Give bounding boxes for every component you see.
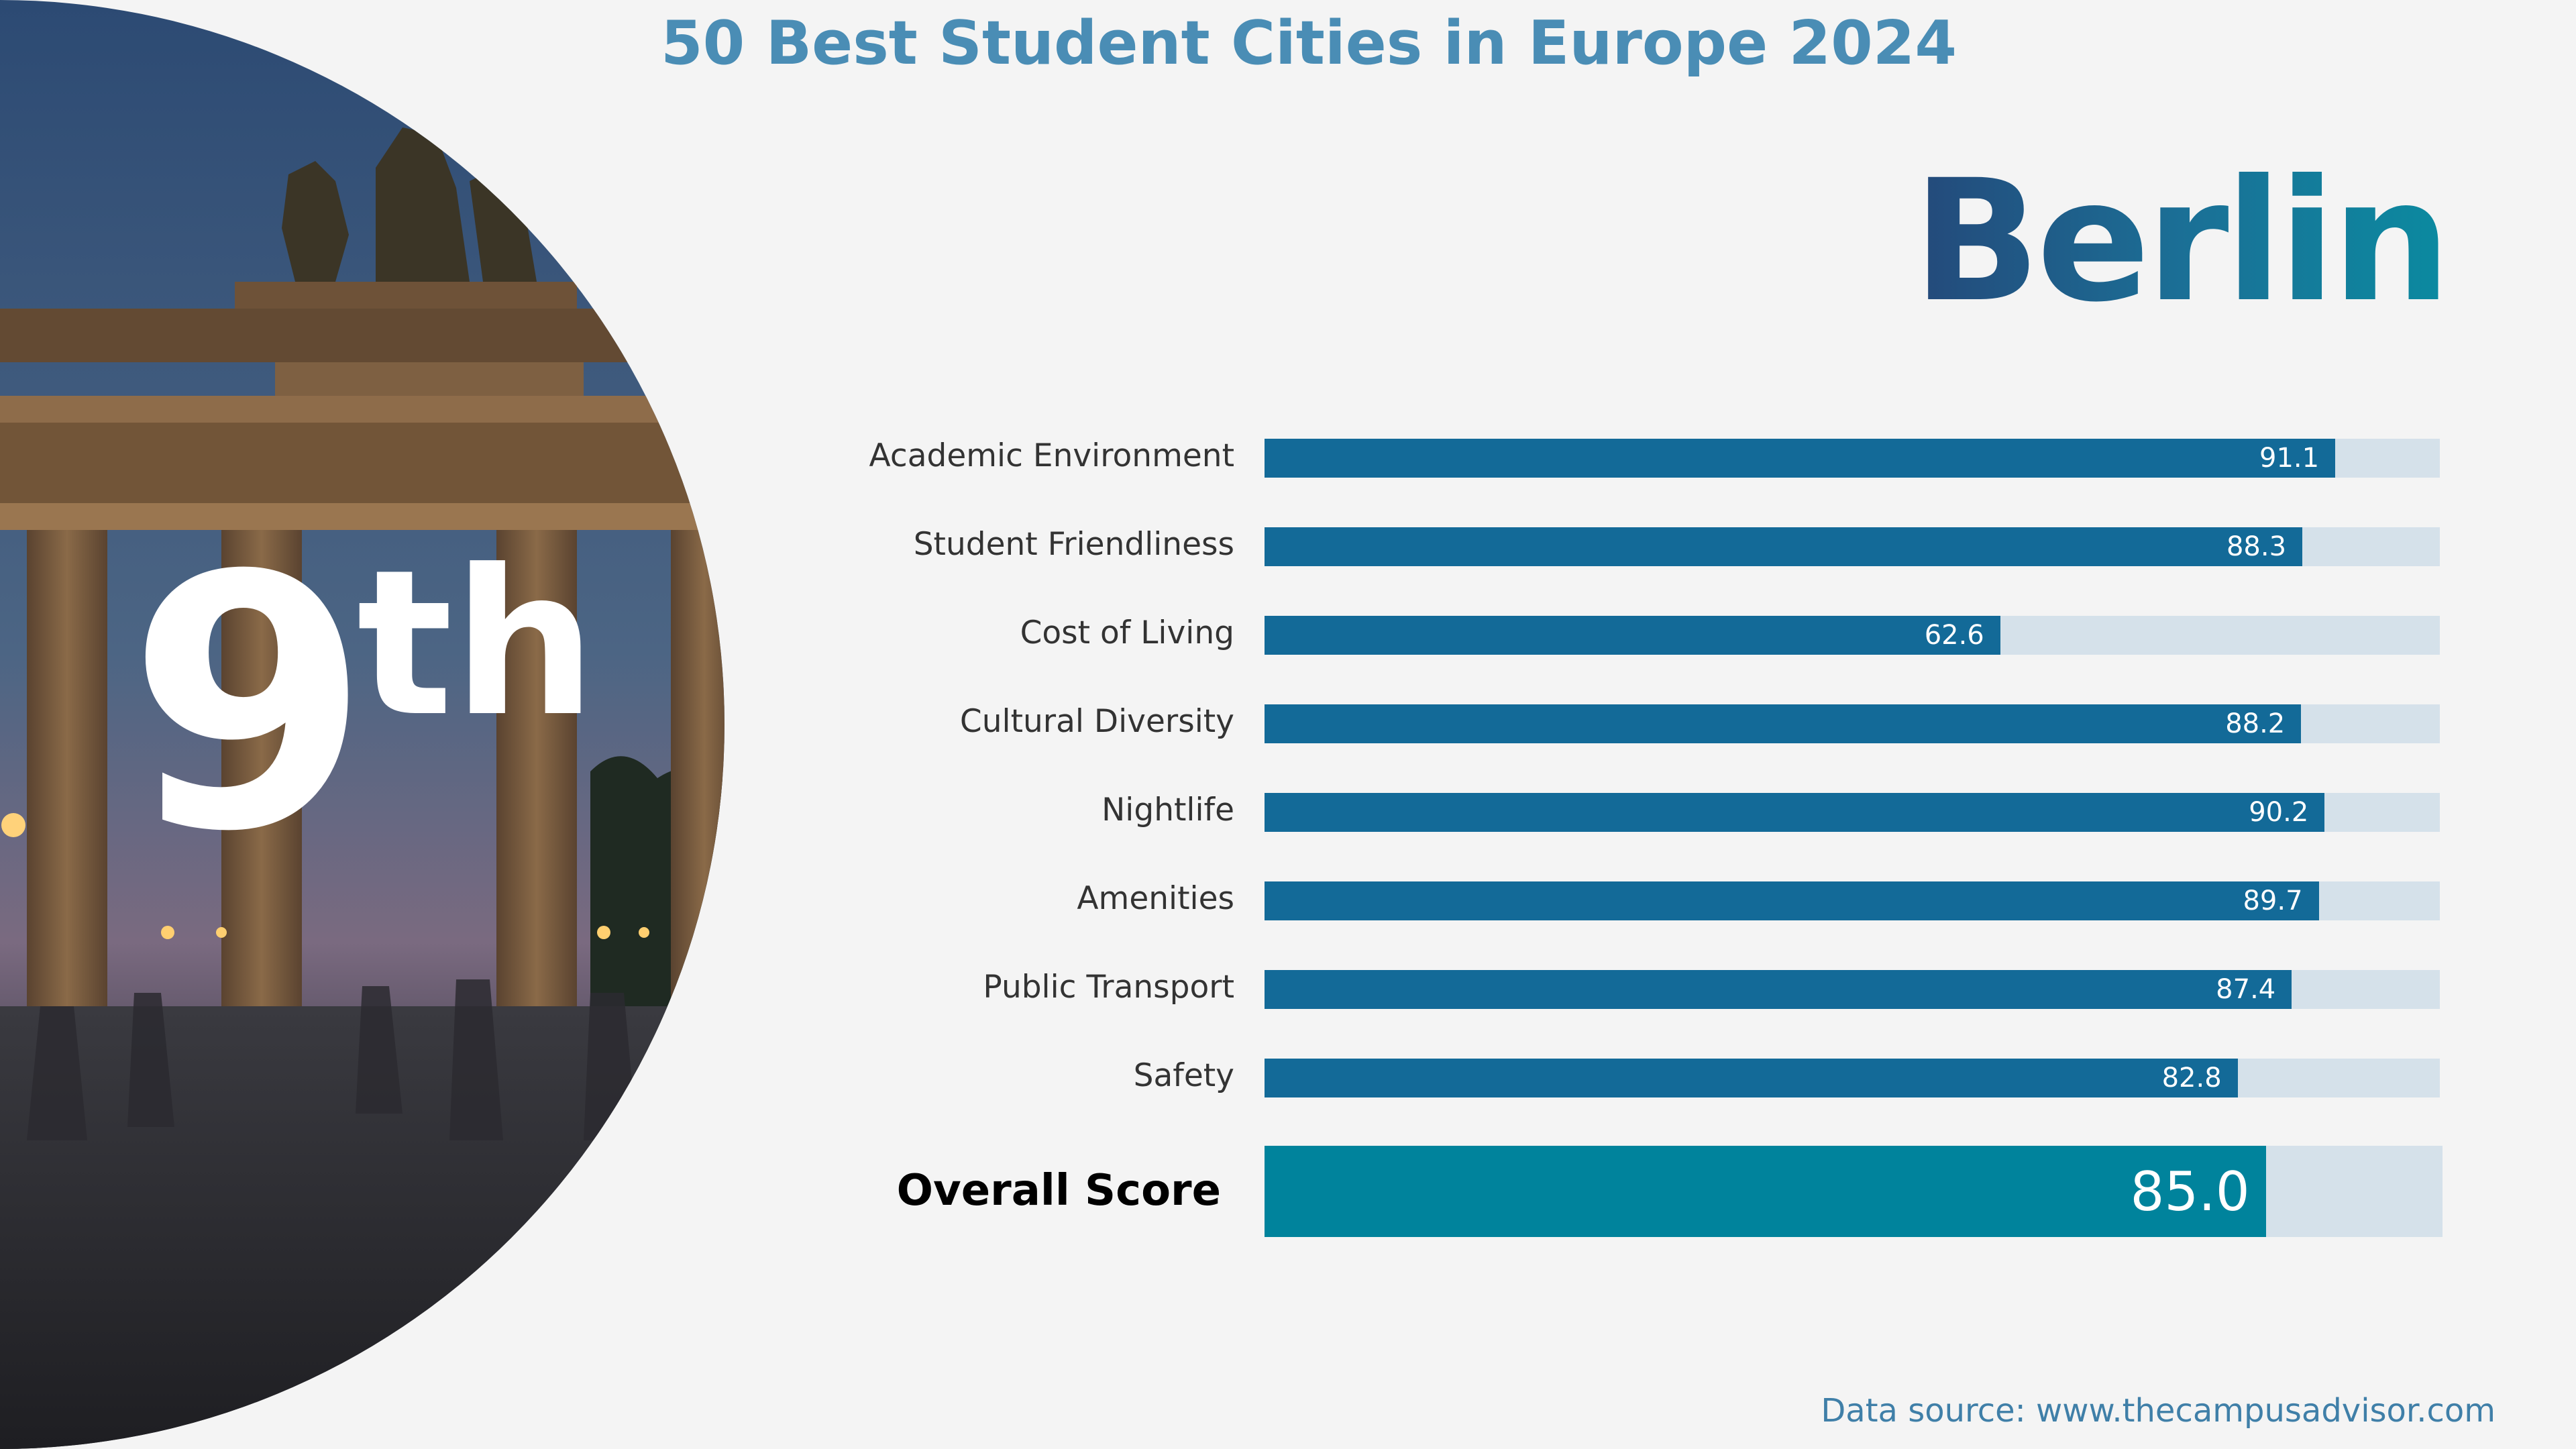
bar: 82.8 xyxy=(1265,1059,2238,1097)
bar-value-label: 88.2 xyxy=(2225,708,2286,739)
bar-value-label: 88.3 xyxy=(2226,531,2287,562)
bar-track: 88.2 xyxy=(1265,704,2440,743)
bar: 88.3 xyxy=(1265,527,2303,566)
bar: 87.4 xyxy=(1265,970,2292,1009)
bar-track: 82.8 xyxy=(1265,1059,2440,1097)
rank-badge: 9th xyxy=(127,530,596,879)
bar-track: 91.1 xyxy=(1265,439,2440,478)
bar-value-label: 89.7 xyxy=(2243,885,2303,916)
overall-bar-track: 85.0 xyxy=(1265,1146,2443,1237)
category-label: Student Friendliness xyxy=(913,526,1234,563)
category-label: Cost of Living xyxy=(1020,614,1234,651)
bar: 91.1 xyxy=(1265,439,2336,478)
overall-bar: 85.0 xyxy=(1265,1146,2266,1237)
rank-number: 9 xyxy=(127,501,370,908)
brandenburg-gate-photo xyxy=(0,0,724,1449)
page-title: 50 Best Student Cities in Europe 2024 xyxy=(661,8,1957,78)
bar: 88.2 xyxy=(1265,704,2302,743)
category-label: Safety xyxy=(1133,1057,1234,1094)
bar-value-label: 90.2 xyxy=(2249,797,2309,828)
bar-track: 62.6 xyxy=(1265,616,2440,655)
bar: 89.7 xyxy=(1265,881,2319,920)
data-source: Data source: www.thecampusadvisor.com xyxy=(1821,1392,2496,1430)
rank-suffix: th xyxy=(356,527,596,761)
bar: 90.2 xyxy=(1265,793,2325,832)
bar-value-label: 62.6 xyxy=(1924,620,1984,651)
bar-track: 90.2 xyxy=(1265,793,2440,832)
city-name: Berlin xyxy=(1913,144,2451,339)
category-label: Cultural Diversity xyxy=(959,703,1234,740)
bar: 62.6 xyxy=(1265,616,2000,655)
bar-track: 89.7 xyxy=(1265,881,2440,920)
category-label: Academic Environment xyxy=(869,437,1234,474)
bar-track: 87.4 xyxy=(1265,970,2440,1009)
overall-score-value: 85.0 xyxy=(2130,1160,2250,1223)
bar-value-label: 91.1 xyxy=(2259,443,2320,474)
bar-track: 88.3 xyxy=(1265,527,2440,566)
category-label: Amenities xyxy=(1077,880,1234,917)
bar-value-label: 82.8 xyxy=(2161,1063,2222,1093)
bar-value-label: 87.4 xyxy=(2216,974,2276,1005)
category-label: Nightlife xyxy=(1102,792,1234,828)
category-label: Public Transport xyxy=(983,969,1234,1006)
overall-score-label: Overall Score xyxy=(896,1166,1221,1216)
